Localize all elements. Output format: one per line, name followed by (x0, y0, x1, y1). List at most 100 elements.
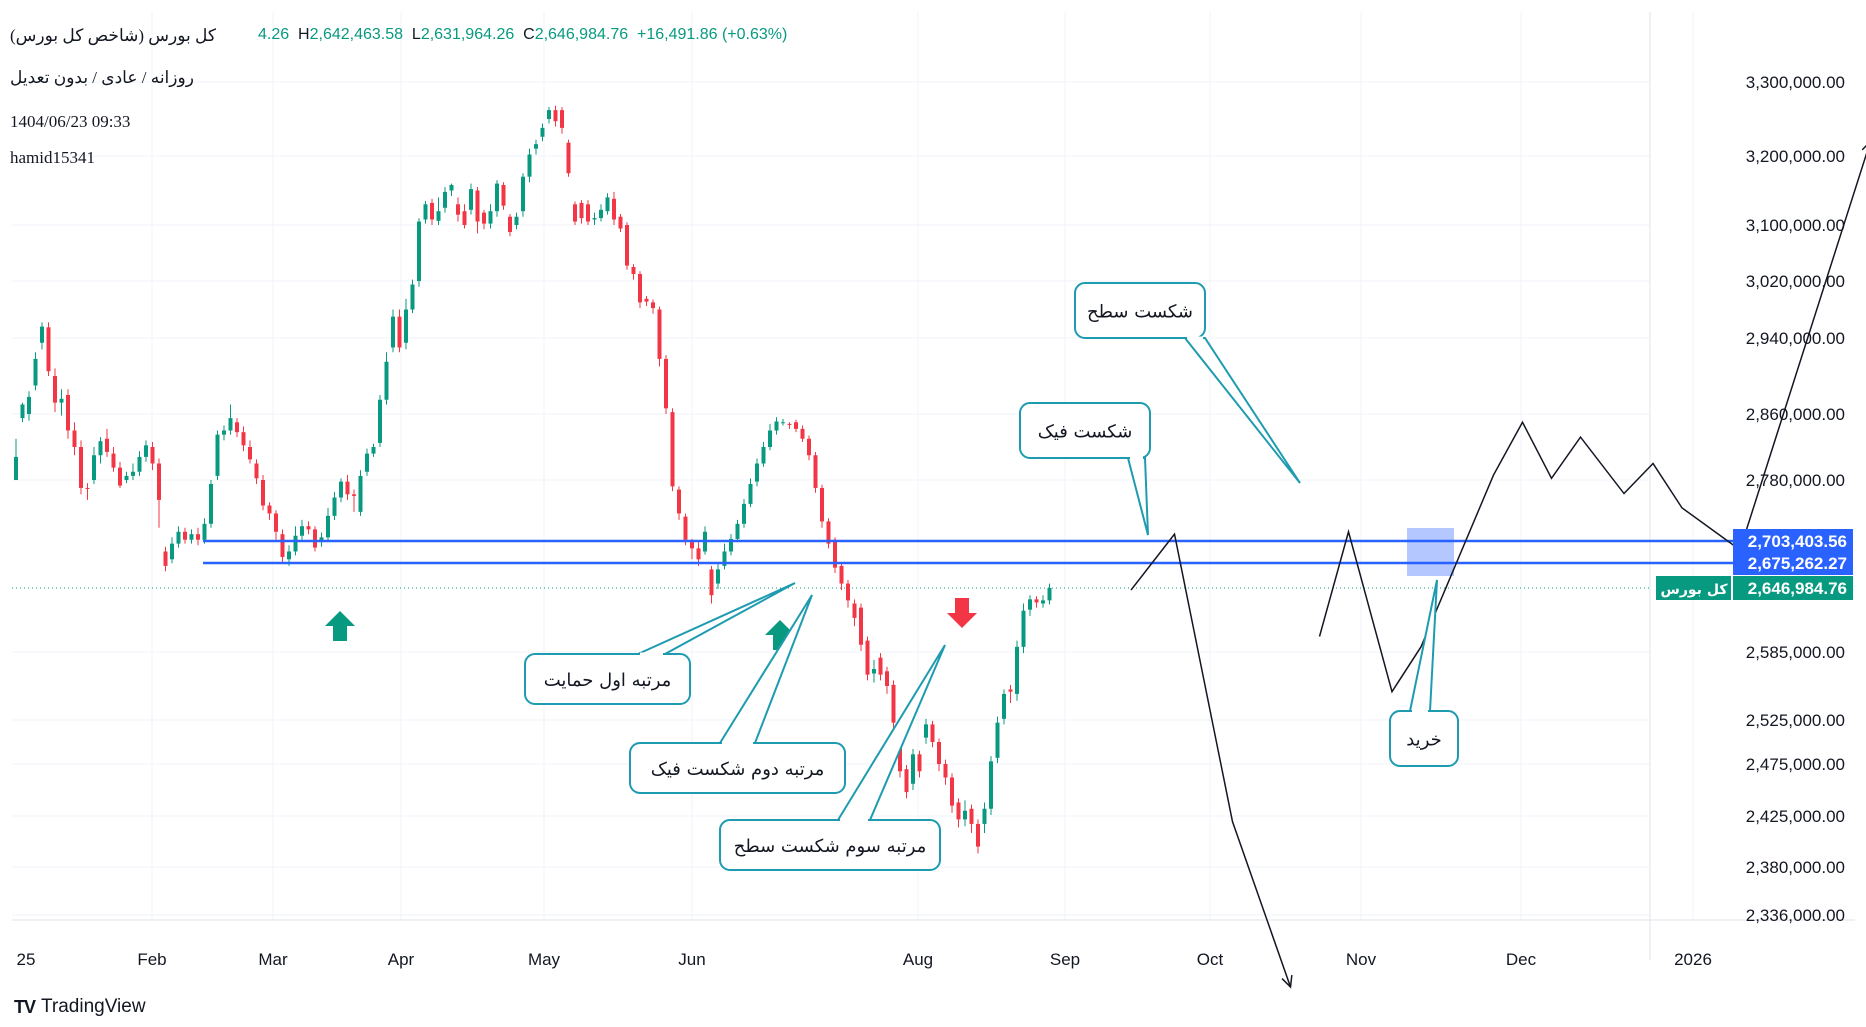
x-tick-label: Jun (678, 950, 705, 969)
callout-pointer (1126, 457, 1149, 536)
candle-118 (781, 418, 785, 426)
candle-body (839, 565, 844, 584)
callout-pointer (836, 644, 946, 821)
callout-box (719, 819, 941, 871)
candle-39 (267, 502, 272, 520)
candle-body (170, 543, 174, 560)
candle-body (865, 640, 870, 675)
candle-body (118, 467, 122, 486)
candle-body (644, 298, 649, 302)
candle-88 (586, 200, 590, 225)
candle-152 (1002, 689, 1006, 725)
callout-5: خرید (1389, 579, 1459, 767)
price-badge-text: 2,646,984.76 (1748, 579, 1847, 598)
candle-20 (144, 440, 148, 462)
candle-body (989, 761, 993, 809)
tradingview-name: TradingView (41, 996, 146, 1017)
candle-body (748, 483, 753, 504)
candle-41 (280, 529, 285, 564)
candle-159 (1047, 583, 1052, 605)
candle-body (716, 569, 720, 584)
candle-body (930, 724, 935, 742)
candle-30 (209, 480, 213, 528)
callout-4: شکست سطح (1074, 282, 1301, 484)
candle-body (924, 724, 928, 738)
candle-body (92, 455, 96, 480)
candle-47 (319, 532, 324, 547)
candle-123 (813, 451, 818, 493)
candle-body (469, 189, 473, 210)
x-tick-label: Oct (1197, 950, 1224, 969)
candle-body (605, 197, 610, 212)
candle-body (599, 209, 603, 219)
tradingview-logo[interactable]: TV TradingView (14, 996, 146, 1018)
candle-body (1047, 587, 1052, 601)
candle-body (261, 480, 265, 506)
candle-body (228, 418, 233, 431)
candle-body (807, 438, 811, 456)
candle-121 (800, 425, 805, 443)
candle-59 (397, 309, 402, 353)
ohlc-close: 2,646,984.76 (534, 26, 629, 43)
candle-157 (1034, 596, 1039, 608)
candle-35 (241, 426, 246, 452)
x-tick-label: 2026 (1674, 950, 1712, 969)
candle-body (742, 503, 746, 524)
y-tick-label: 2,940,000.00 (1746, 329, 1845, 348)
candle-body (781, 422, 785, 424)
candle-148 (976, 819, 980, 854)
candle-24 (170, 537, 174, 564)
y-tick-label: 2,475,000.00 (1746, 755, 1845, 774)
candle-56 (378, 395, 382, 447)
sell-arrow-icon (947, 598, 977, 628)
candle-body (209, 483, 213, 524)
callout-text: شکست سطح (1087, 302, 1193, 323)
candle-46 (313, 526, 317, 552)
symbol-title: کل بورس (شاخص کل بورس) (10, 26, 216, 45)
candle-body (482, 212, 486, 224)
candle-110 (729, 534, 733, 556)
candle-67 (449, 183, 454, 197)
candle-45 (306, 521, 311, 535)
candle-body (774, 421, 779, 431)
candle-62 (417, 218, 421, 287)
ohlc-high-key: H (298, 26, 310, 43)
candle-body (456, 204, 460, 215)
candle-72 (482, 209, 486, 230)
candle-151 (995, 716, 1000, 764)
callout-2: مرتبه سوم شکست سطح (719, 644, 946, 871)
candle-body (1041, 600, 1045, 604)
author-label: hamid15341 (10, 148, 95, 167)
candle-109 (722, 543, 727, 570)
price-badge-text: 2,675,262.27 (1748, 554, 1847, 573)
candle-body (638, 274, 642, 303)
candle-body (196, 534, 200, 540)
price-badge-2: 2,646,984.76 کل بورس (1656, 576, 1853, 600)
candle-body (241, 432, 246, 446)
candle-120 (794, 419, 798, 433)
candle-body (826, 521, 831, 544)
arrow-shape (947, 598, 977, 628)
candle-32 (222, 425, 226, 441)
candle-52 (352, 489, 356, 512)
candle-28 (196, 527, 200, 546)
candle-body (254, 463, 259, 479)
candle-body (449, 184, 454, 191)
candle-116 (768, 423, 772, 451)
candle-100 (664, 355, 668, 414)
candle-33 (228, 404, 233, 435)
candle-body (176, 531, 181, 544)
candle-21 (150, 442, 155, 471)
candle-81 (540, 123, 545, 142)
y-tick-label: 2,380,000.00 (1746, 858, 1845, 877)
candle-15 (111, 447, 116, 472)
candle-124 (820, 484, 824, 528)
candle-130 (859, 603, 863, 651)
candle-body (878, 657, 883, 675)
candle-body (46, 327, 51, 372)
candle-body (20, 404, 25, 419)
candle-146 (963, 800, 967, 827)
candle-body (300, 526, 304, 536)
candle-body (430, 202, 434, 220)
